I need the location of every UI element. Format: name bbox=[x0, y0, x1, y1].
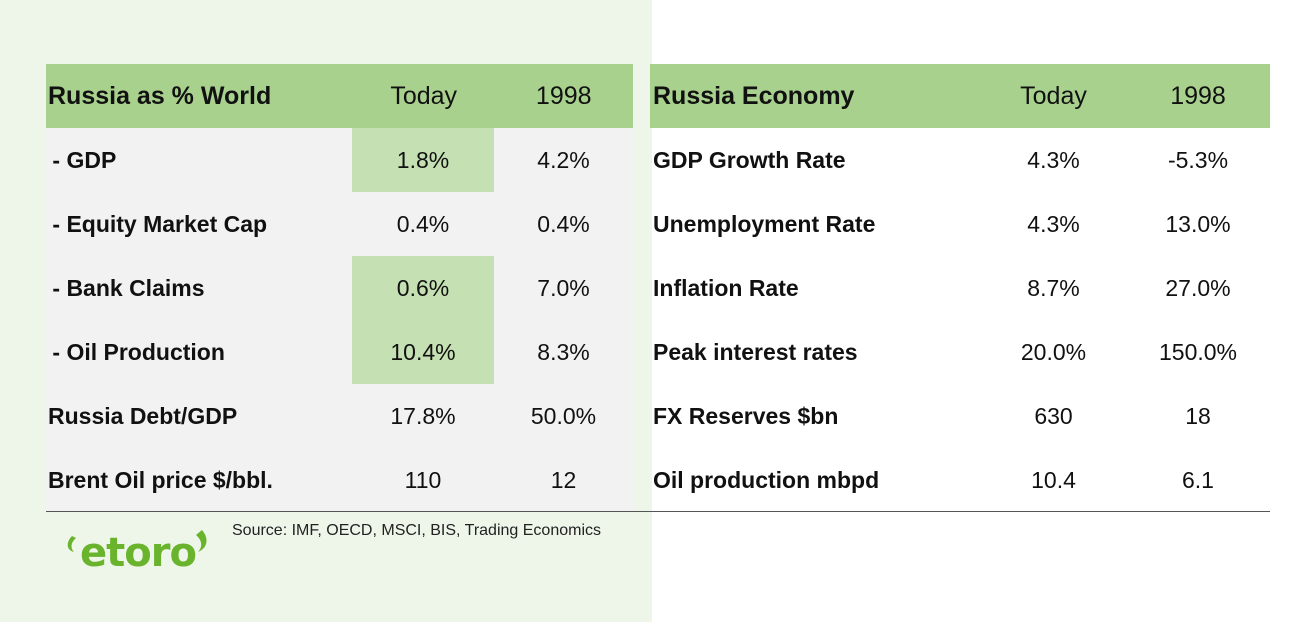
row-today: 10.4% bbox=[352, 320, 494, 384]
row-label: - Equity Market Cap bbox=[46, 210, 268, 237]
row-today: 630 bbox=[1034, 402, 1073, 429]
row-1998: 18 bbox=[1185, 402, 1211, 429]
etoro-logo: etoro bbox=[67, 530, 207, 576]
table-row: Inflation Rate 8.7% 27.0% bbox=[650, 256, 1270, 320]
row-label: Russia Debt/GDP bbox=[48, 402, 238, 429]
row-1998: -5.3% bbox=[1167, 146, 1229, 173]
table-row: - Bank Claims 0.6% 7.0% bbox=[46, 256, 633, 320]
table-bottom-rule bbox=[46, 511, 1270, 512]
row-today: 8.7% bbox=[1027, 274, 1080, 301]
row-today: 10.4 bbox=[1031, 466, 1076, 493]
row-1998: 7.0% bbox=[537, 274, 590, 301]
table-row: Brent Oil price $/bbl. 110 12 bbox=[46, 448, 633, 512]
table-row: FX Reserves $bn 630 18 bbox=[650, 384, 1270, 448]
table-row: Russia Debt/GDP 17.8% 50.0% bbox=[46, 384, 633, 448]
row-label: Inflation Rate bbox=[653, 274, 799, 301]
source-note: Source: IMF, OECD, MSCI, BIS, Trading Ec… bbox=[232, 522, 601, 539]
row-1998: 27.0% bbox=[1165, 274, 1231, 301]
row-1998: 0.4% bbox=[537, 210, 590, 237]
table-row: - Oil Production 10.4% 8.3% bbox=[46, 320, 633, 384]
row-today: 4.3% bbox=[1027, 146, 1080, 173]
header-1998: 1998 bbox=[535, 81, 592, 110]
header-today: Today bbox=[390, 81, 458, 110]
row-label: Unemployment Rate bbox=[653, 210, 876, 237]
row-1998: 13.0% bbox=[1165, 210, 1231, 237]
row-today: 1.8% bbox=[352, 128, 494, 192]
row-1998: 6.1 bbox=[1182, 466, 1214, 493]
row-1998: 12 bbox=[550, 466, 577, 493]
row-1998: 50.0% bbox=[530, 402, 597, 429]
row-label: Oil production mbpd bbox=[653, 466, 880, 493]
row-label: - Oil Production bbox=[46, 338, 225, 365]
table-row: - GDP 1.8% 4.2% bbox=[46, 128, 633, 192]
row-1998: 4.2% bbox=[537, 146, 590, 173]
header-today: Today bbox=[1020, 81, 1087, 110]
row-today: 110 bbox=[404, 466, 442, 493]
row-label: FX Reserves $bn bbox=[653, 402, 839, 429]
row-1998: 150.0% bbox=[1158, 338, 1237, 365]
row-label: GDP Growth Rate bbox=[653, 146, 846, 173]
row-today: 0.6% bbox=[352, 256, 494, 320]
table-header: Russia as % World Today 1998 bbox=[46, 64, 633, 128]
header-title: Russia Economy bbox=[653, 81, 855, 110]
header-1998: 1998 bbox=[1170, 81, 1226, 110]
row-today: 17.8% bbox=[390, 402, 456, 429]
table-row: Oil production mbpd 10.4 6.1 bbox=[650, 448, 1270, 512]
row-label: Peak interest rates bbox=[653, 338, 858, 365]
logo-wordmark: etoro bbox=[80, 530, 196, 576]
row-label: Brent Oil price $/bbl. bbox=[48, 466, 273, 493]
row-label: - GDP bbox=[46, 146, 117, 173]
russia-world-share-table: Russia as % World Today 1998 - GDP 1.8% … bbox=[46, 64, 633, 512]
table-row: Peak interest rates 20.0% 150.0% bbox=[650, 320, 1270, 384]
table-row: - Equity Market Cap 0.4% 0.4% bbox=[46, 192, 633, 256]
table-row: Unemployment Rate 4.3% 13.0% bbox=[650, 192, 1270, 256]
row-today: 4.3% bbox=[1027, 210, 1080, 237]
table-row: GDP Growth Rate 4.3% -5.3% bbox=[650, 128, 1270, 192]
table-header: Russia Economy Today 1998 bbox=[650, 64, 1270, 128]
row-today: 0.4% bbox=[396, 210, 450, 237]
row-1998: 8.3% bbox=[537, 338, 590, 365]
row-label: - Bank Claims bbox=[46, 274, 205, 301]
row-today: 20.0% bbox=[1020, 338, 1087, 365]
russia-economy-table: Russia Economy Today 1998 GDP Growth Rat… bbox=[650, 64, 1270, 512]
header-title: Russia as % World bbox=[48, 81, 272, 110]
